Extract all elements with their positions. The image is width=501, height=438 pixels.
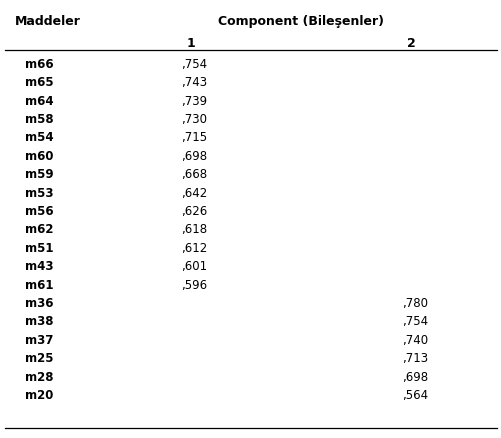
Text: m60: m60 — [25, 150, 54, 163]
Text: m66: m66 — [25, 58, 54, 71]
Text: ,596: ,596 — [180, 279, 206, 292]
Text: m36: m36 — [25, 297, 54, 310]
Text: m38: m38 — [25, 315, 54, 328]
Text: m25: m25 — [25, 352, 54, 365]
Text: m56: m56 — [25, 205, 54, 218]
Text: ,715: ,715 — [180, 131, 206, 145]
Text: m37: m37 — [25, 334, 54, 347]
Text: ,743: ,743 — [180, 76, 206, 89]
Text: ,612: ,612 — [180, 242, 206, 255]
Text: m53: m53 — [25, 187, 54, 200]
Text: m64: m64 — [25, 95, 54, 108]
Text: m61: m61 — [25, 279, 54, 292]
Text: m54: m54 — [25, 131, 54, 145]
Text: ,754: ,754 — [180, 58, 206, 71]
Text: ,601: ,601 — [180, 260, 206, 273]
Text: m59: m59 — [25, 168, 54, 181]
Text: ,642: ,642 — [180, 187, 206, 200]
Text: ,698: ,698 — [180, 150, 206, 163]
Text: ,698: ,698 — [401, 371, 427, 384]
Text: m20: m20 — [25, 389, 54, 402]
Text: ,730: ,730 — [180, 113, 206, 126]
Text: m51: m51 — [25, 242, 54, 255]
Text: 2: 2 — [406, 37, 415, 50]
Text: m62: m62 — [25, 223, 54, 237]
Text: ,626: ,626 — [180, 205, 206, 218]
Text: ,780: ,780 — [401, 297, 427, 310]
Text: ,740: ,740 — [401, 334, 427, 347]
Text: ,618: ,618 — [180, 223, 206, 237]
Text: m58: m58 — [25, 113, 54, 126]
Text: m43: m43 — [25, 260, 54, 273]
Text: ,564: ,564 — [401, 389, 427, 402]
Text: ,713: ,713 — [401, 352, 427, 365]
Text: ,739: ,739 — [180, 95, 206, 108]
Text: ,754: ,754 — [401, 315, 427, 328]
Text: 1: 1 — [186, 37, 195, 50]
Text: Component (Bileşenler): Component (Bileşenler) — [218, 15, 383, 28]
Text: m65: m65 — [25, 76, 54, 89]
Text: Maddeler: Maddeler — [15, 15, 81, 28]
Text: ,668: ,668 — [180, 168, 206, 181]
Text: m28: m28 — [25, 371, 54, 384]
